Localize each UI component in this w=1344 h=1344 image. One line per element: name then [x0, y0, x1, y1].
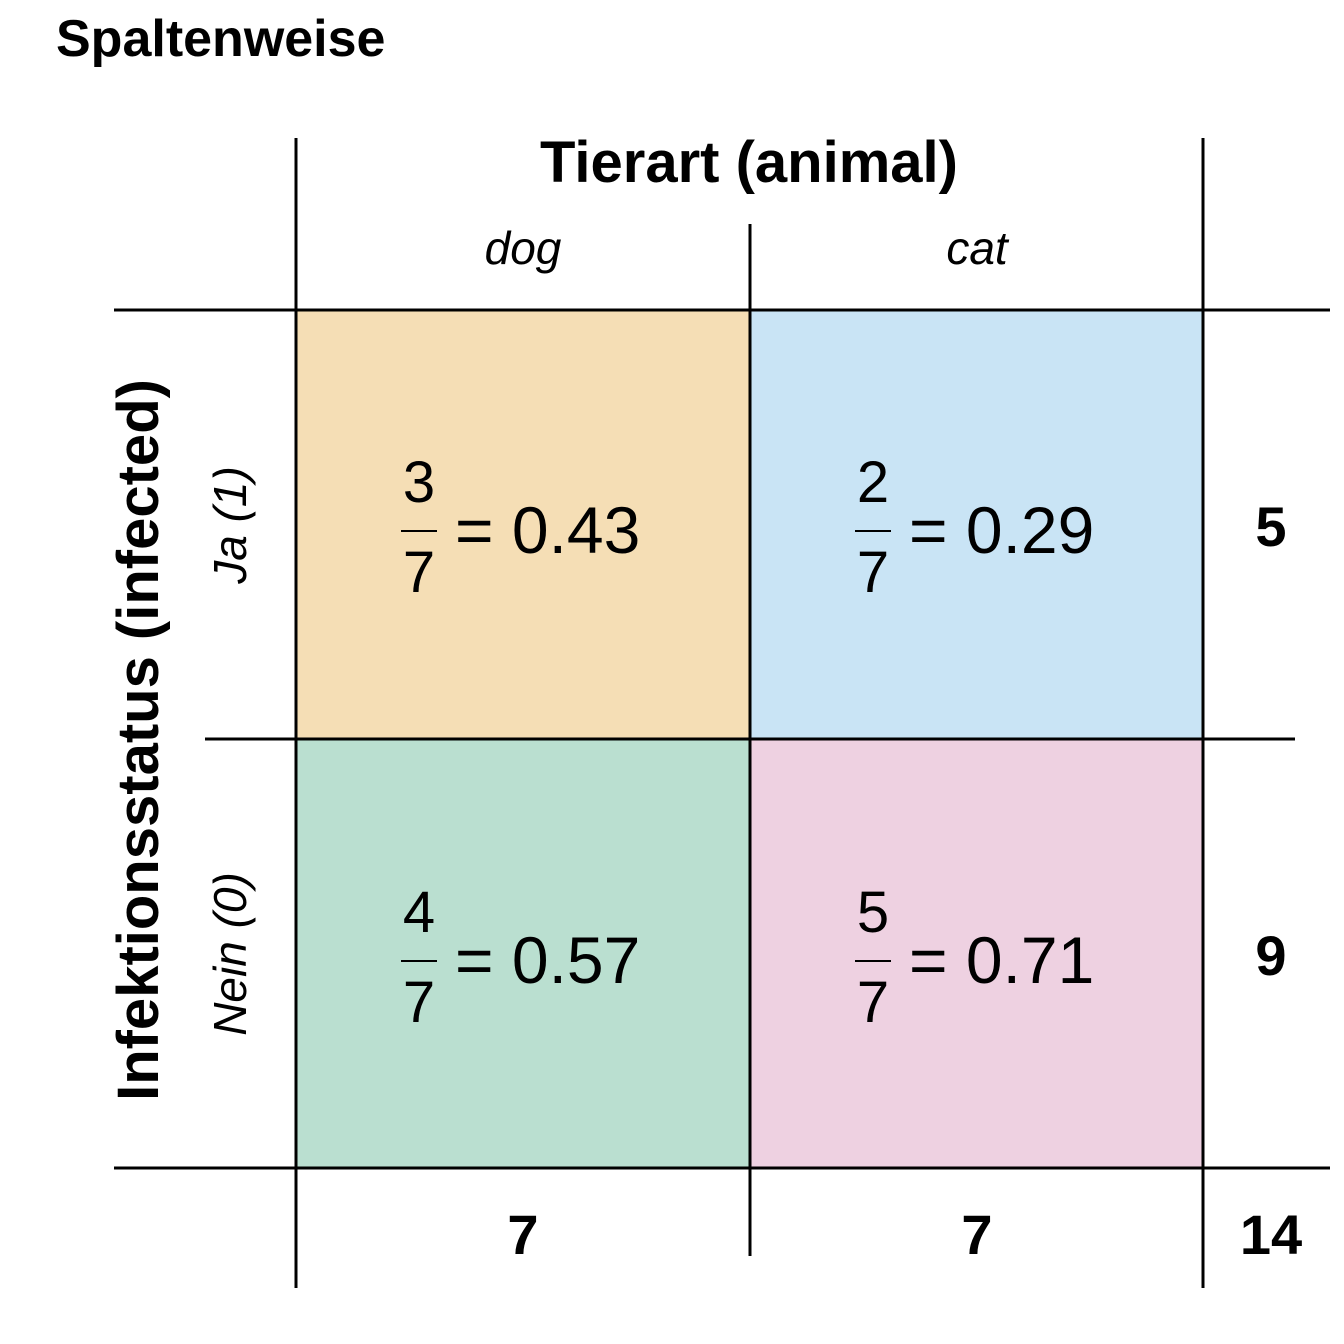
column-total-cat: 7 — [961, 1203, 992, 1266]
cell-dog-ja — [296, 310, 750, 739]
cell-result: = 0.71 — [909, 923, 1094, 997]
cell-numerator: 5 — [857, 880, 889, 945]
column-label-dog: dog — [485, 222, 562, 274]
row-label-ja: Ja (1) — [204, 466, 256, 585]
cell-numerator: 3 — [403, 450, 435, 515]
cell-cat-ja — [750, 310, 1203, 739]
row-total-nein: 9 — [1255, 924, 1286, 987]
column-variable-label: Tierart (animal) — [540, 130, 958, 195]
row-total-ja: 5 — [1255, 495, 1286, 558]
cell-result: = 0.29 — [909, 493, 1094, 567]
cell-numerator: 2 — [857, 450, 889, 515]
row-label-nein: Nein (0) — [204, 872, 256, 1036]
column-label-cat: cat — [946, 222, 1010, 274]
cell-result: = 0.43 — [455, 493, 640, 567]
table-grid — [114, 138, 1330, 1288]
cell-denominator: 7 — [857, 540, 889, 605]
row-variable-label: Infektionsstatus (infected) — [106, 379, 171, 1101]
column-total-dog: 7 — [507, 1203, 538, 1266]
cell-denominator: 7 — [403, 540, 435, 605]
diagram-title: Spaltenweise — [56, 10, 385, 68]
grand-total: 14 — [1240, 1203, 1302, 1266]
cell-result: = 0.57 — [455, 923, 640, 997]
cell-dog-nein — [296, 739, 750, 1168]
cell-cat-nein — [750, 739, 1203, 1168]
cell-denominator: 7 — [403, 970, 435, 1035]
cell-denominator: 7 — [857, 970, 889, 1035]
cell-numerator: 4 — [403, 880, 435, 945]
